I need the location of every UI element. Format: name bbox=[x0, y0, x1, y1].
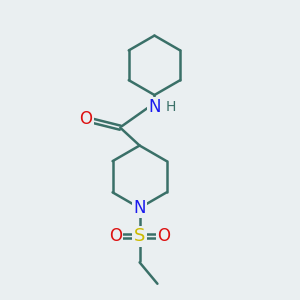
Text: N: N bbox=[133, 199, 146, 217]
Text: N: N bbox=[148, 98, 161, 116]
Text: O: O bbox=[109, 227, 122, 245]
Text: O: O bbox=[158, 227, 170, 245]
Text: O: O bbox=[80, 110, 93, 128]
Text: H: H bbox=[166, 100, 176, 114]
Text: S: S bbox=[134, 227, 145, 245]
